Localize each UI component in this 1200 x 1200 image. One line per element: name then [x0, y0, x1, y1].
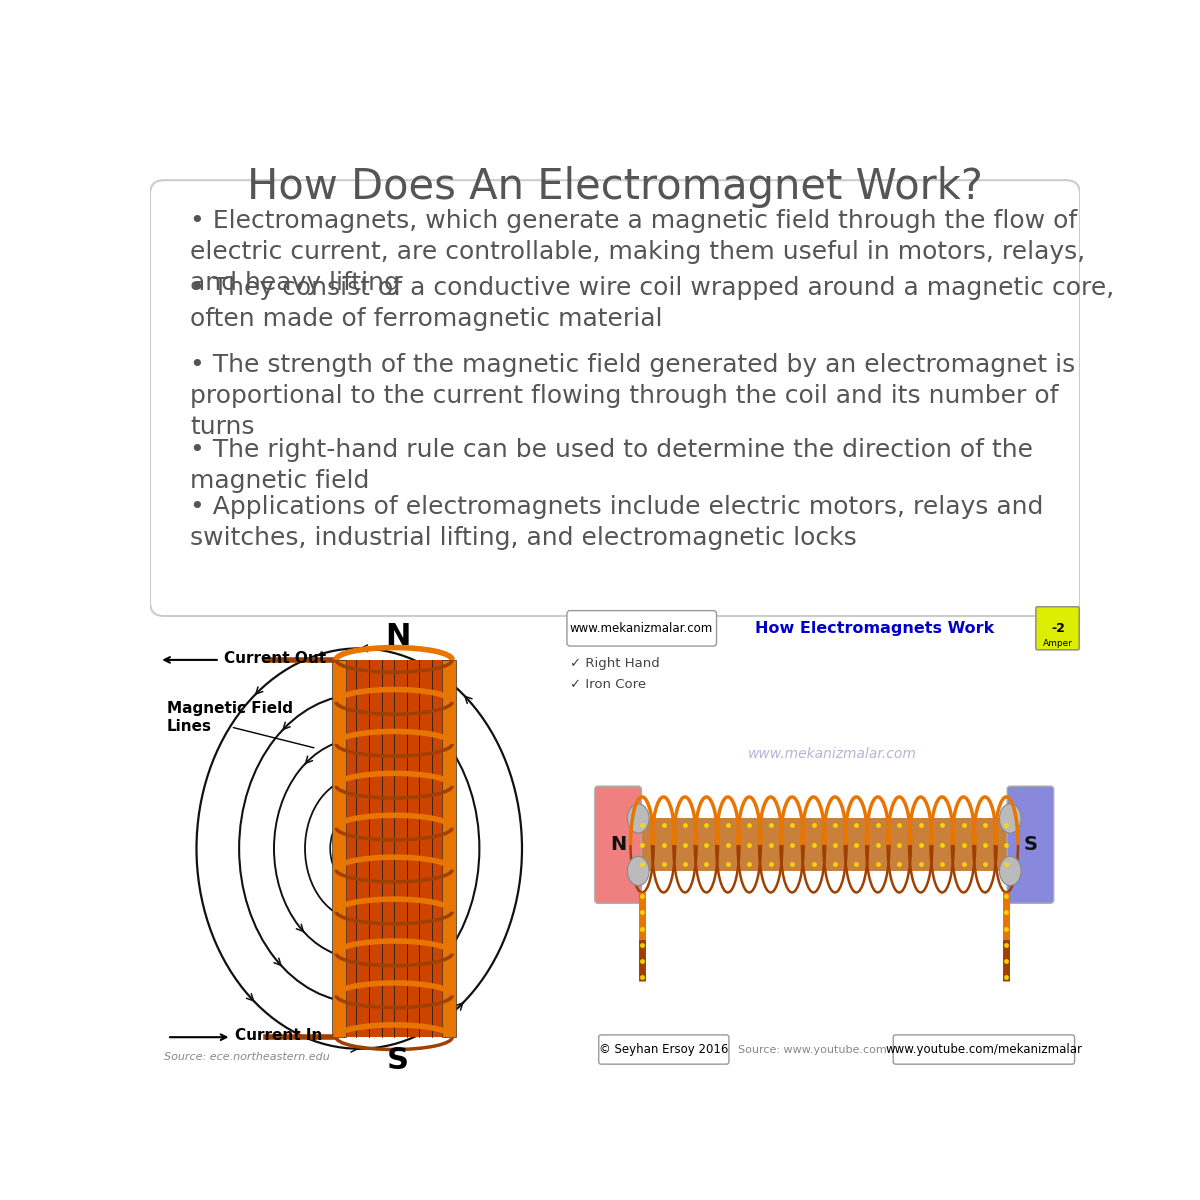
Text: • The right-hand rule can be used to determine the direction of the
magnetic fie: • The right-hand rule can be used to det… [191, 438, 1033, 493]
Text: • Applications of electromagnets include electric motors, relays and
switches, i: • Applications of electromagnets include… [191, 496, 1044, 550]
Text: www.mekanizmalar.com: www.mekanizmalar.com [748, 746, 917, 761]
Bar [443, 660, 456, 1037]
Text: Current Out: Current Out [223, 650, 325, 666]
Ellipse shape [1000, 857, 1021, 886]
Ellipse shape [628, 804, 649, 833]
Text: How Does An Electromagnet Work?: How Does An Electromagnet Work? [247, 166, 983, 208]
Bar [332, 660, 346, 1037]
Text: How Electromagnets Work: How Electromagnets Work [755, 620, 995, 636]
Text: www.youtube.com/mekanizmalar: www.youtube.com/mekanizmalar [886, 1043, 1082, 1056]
Text: S: S [386, 1046, 409, 1075]
Text: • The strength of the magnetic field generated by an electromagnet is
proportion: • The strength of the magnetic field gen… [191, 354, 1075, 439]
Text: -2: -2 [1051, 622, 1066, 635]
FancyBboxPatch shape [599, 1034, 728, 1064]
Text: N: N [610, 835, 626, 854]
Text: Source: www.youtube.com: Source: www.youtube.com [738, 1044, 887, 1055]
Text: • They consist of a conductive wire coil wrapped around a magnetic core,
often m: • They consist of a conductive wire coil… [191, 276, 1115, 331]
Text: Magnetic Field
Lines: Magnetic Field Lines [167, 701, 293, 734]
FancyBboxPatch shape [893, 1034, 1074, 1064]
Text: S: S [1024, 835, 1038, 854]
Text: Current In: Current In [235, 1028, 323, 1043]
Text: Amper: Amper [1043, 640, 1073, 648]
Text: www.mekanizmalar.com: www.mekanizmalar.com [570, 622, 713, 635]
Text: ✓ Right Hand: ✓ Right Hand [570, 658, 660, 671]
FancyBboxPatch shape [1007, 786, 1054, 904]
Bar [638, 818, 1010, 871]
Text: © Seyhan Ersoy 2016: © Seyhan Ersoy 2016 [599, 1043, 728, 1056]
Text: Source: ece.northeastern.edu: Source: ece.northeastern.edu [164, 1052, 330, 1062]
Ellipse shape [1000, 804, 1021, 833]
Text: ✓ Iron Core: ✓ Iron Core [570, 678, 646, 691]
Text: N: N [385, 622, 410, 650]
Text: • Electromagnets, which generate a magnetic field through the flow of
electric c: • Electromagnets, which generate a magne… [191, 210, 1086, 295]
FancyBboxPatch shape [150, 180, 1080, 616]
FancyBboxPatch shape [566, 611, 716, 646]
FancyBboxPatch shape [336, 660, 452, 1037]
FancyBboxPatch shape [1036, 607, 1079, 650]
Bar [150, 606, 1080, 1068]
FancyBboxPatch shape [595, 786, 641, 904]
Ellipse shape [628, 857, 649, 886]
